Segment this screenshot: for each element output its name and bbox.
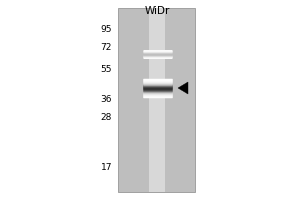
Bar xyxy=(118,8,195,192)
Polygon shape xyxy=(178,82,188,94)
Text: 55: 55 xyxy=(100,66,112,74)
Text: 36: 36 xyxy=(100,96,112,104)
Text: 95: 95 xyxy=(100,25,112,34)
Bar xyxy=(149,8,165,192)
Text: 72: 72 xyxy=(100,44,112,52)
Text: 28: 28 xyxy=(100,114,112,122)
Text: WiDr: WiDr xyxy=(144,6,170,16)
Text: 17: 17 xyxy=(100,163,112,172)
